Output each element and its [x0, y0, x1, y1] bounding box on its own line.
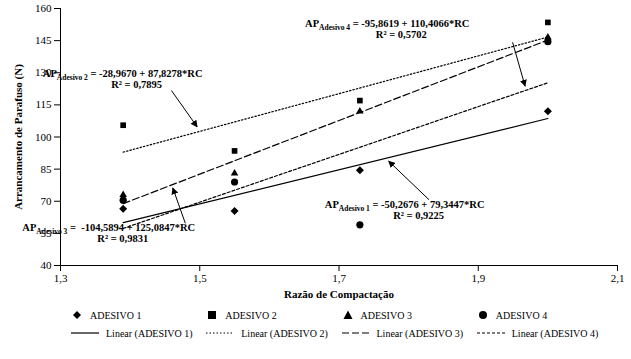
svg-text:115: 115 — [35, 98, 52, 110]
svg-text:Arrancamento de Parafuso (N): Arrancamento de Parafuso (N) — [12, 64, 25, 210]
svg-text:2,1: 2,1 — [611, 272, 625, 284]
svg-text:1,9: 1,9 — [471, 272, 485, 284]
svg-text:85: 85 — [41, 163, 53, 175]
svg-text:R² = 0,7895: R² = 0,7895 — [111, 79, 162, 90]
svg-text:160: 160 — [35, 2, 52, 14]
svg-text:R² = 0,9831: R² = 0,9831 — [97, 233, 148, 244]
svg-text:100: 100 — [35, 131, 52, 143]
svg-text:40: 40 — [41, 259, 53, 271]
svg-text:1,3: 1,3 — [54, 272, 68, 284]
svg-text:R² = 0,9225: R² = 0,9225 — [393, 210, 444, 221]
svg-text:70: 70 — [41, 195, 53, 207]
svg-text:145: 145 — [35, 34, 52, 46]
svg-text:Razão de Compactação: Razão de Compactação — [284, 288, 394, 300]
svg-text:R² = 0,5702: R² = 0,5702 — [376, 29, 427, 40]
svg-text:1,5: 1,5 — [193, 272, 207, 284]
svg-text:1,7: 1,7 — [332, 272, 346, 284]
